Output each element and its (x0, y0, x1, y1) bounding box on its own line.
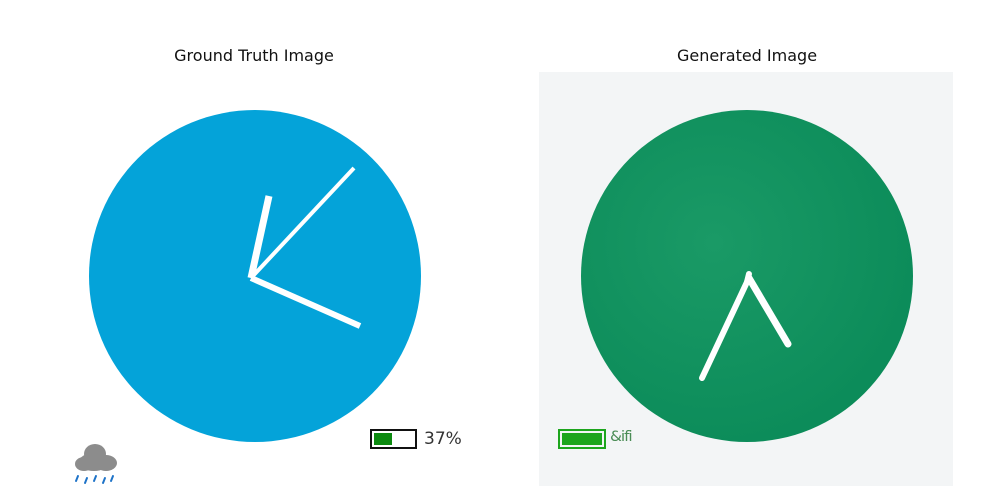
generated-canvas (558, 110, 913, 449)
clock-hands (247, 166, 362, 329)
hour-hand (247, 195, 273, 279)
battery-fill (562, 433, 602, 445)
battery-indicator (370, 429, 417, 449)
battery-indicator (558, 429, 606, 449)
ground-truth-canvas (75, 110, 421, 484)
battery-percent-label: &ifi (610, 429, 633, 445)
generated-title: Generated Image (676, 46, 818, 65)
hour-hand (699, 279, 750, 381)
generated-panel (539, 72, 953, 486)
hand-pivot (744, 271, 752, 285)
minute-hand (745, 274, 792, 348)
ground-truth-panel (70, 72, 484, 486)
minute-hand (249, 166, 356, 280)
battery-percent-label: 37% (424, 429, 462, 449)
battery-outline (558, 429, 606, 449)
ground-truth-title: Ground Truth Image (174, 46, 334, 65)
clock-hands (699, 271, 792, 381)
second-hand (249, 275, 362, 329)
rain-cloud-icon (75, 444, 117, 484)
battery-fill (374, 433, 392, 445)
